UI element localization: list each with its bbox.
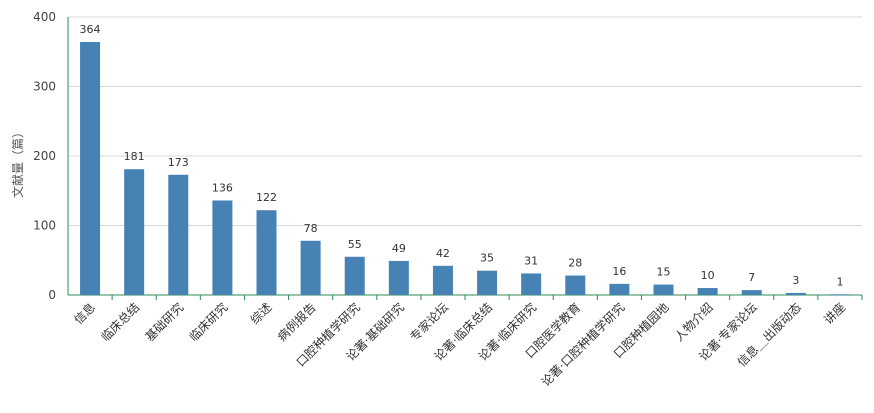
bar[interactable] xyxy=(829,294,850,296)
bar[interactable] xyxy=(653,284,674,295)
x-tick-label: 临床总结 xyxy=(98,300,142,344)
bar[interactable] xyxy=(300,240,321,295)
y-tick-label: 400 xyxy=(33,10,56,24)
data-label: 7 xyxy=(748,271,755,284)
y-tick-label: 0 xyxy=(48,288,56,302)
x-tick-label: 人物介绍 xyxy=(672,300,716,344)
bar[interactable] xyxy=(124,169,145,295)
axes xyxy=(67,17,863,300)
data-label: 122 xyxy=(256,191,277,204)
y-tick-labels: 0 100 200 300 400 xyxy=(33,10,56,302)
bar[interactable] xyxy=(565,275,586,295)
x-tick-label: 专家论坛 xyxy=(407,300,452,345)
bar[interactable] xyxy=(697,288,718,295)
data-label: 78 xyxy=(304,222,318,235)
x-tick-label: 病例报告 xyxy=(274,300,319,345)
bar[interactable] xyxy=(80,42,101,295)
y-tick-label: 200 xyxy=(33,149,56,163)
data-label: 1 xyxy=(836,275,843,288)
bar[interactable] xyxy=(212,200,233,295)
data-label: 181 xyxy=(124,150,145,163)
data-label: 173 xyxy=(168,156,189,169)
x-tick-label: 基础研究 xyxy=(142,300,187,345)
bar[interactable] xyxy=(432,265,453,295)
y-axis-label: 文献量（篇） xyxy=(10,126,25,198)
data-label: 28 xyxy=(568,257,582,270)
data-label: 35 xyxy=(480,252,494,265)
data-label: 136 xyxy=(212,181,233,194)
bar[interactable] xyxy=(609,283,630,295)
y-tick-label: 300 xyxy=(33,80,56,94)
bar[interactable] xyxy=(344,256,365,295)
bar[interactable] xyxy=(388,260,409,295)
data-label: 16 xyxy=(612,265,626,278)
bar[interactable] xyxy=(521,273,542,295)
bar[interactable] xyxy=(168,174,189,295)
data-label: 42 xyxy=(436,247,450,260)
x-tick-label: 综述 xyxy=(248,300,275,327)
bar[interactable] xyxy=(785,292,806,295)
x-tick-label: 论著·口腔种植学研究 xyxy=(538,300,628,390)
x-tick-label: 临床研究 xyxy=(186,300,231,345)
bar[interactable] xyxy=(256,210,277,295)
grid-lines xyxy=(68,16,862,226)
data-label: 10 xyxy=(701,269,715,282)
data-label: 49 xyxy=(392,242,406,255)
bar[interactable] xyxy=(741,290,762,295)
data-label: 31 xyxy=(524,254,538,267)
data-label: 55 xyxy=(348,238,362,251)
data-label: 15 xyxy=(657,266,671,279)
y-tick-label: 100 xyxy=(33,219,56,233)
x-tick-label: 信息 xyxy=(71,300,99,328)
data-label: 3 xyxy=(792,274,799,287)
x-tick-label: 讲座 xyxy=(820,300,848,328)
bars xyxy=(80,42,850,296)
bar[interactable] xyxy=(477,270,498,295)
data-label: 364 xyxy=(80,23,101,36)
